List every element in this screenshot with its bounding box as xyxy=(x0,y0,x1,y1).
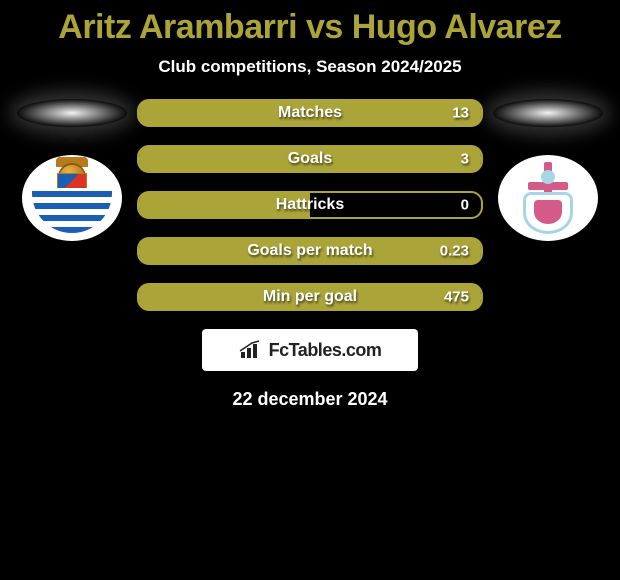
right-player-col xyxy=(493,99,603,241)
date-text: 22 december 2024 xyxy=(0,389,620,410)
stat-value: 13 xyxy=(452,105,469,122)
stat-row-matches: Matches 13 xyxy=(137,99,483,127)
stat-row-min-per-goal: Min per goal 475 xyxy=(137,283,483,311)
stat-value: 3 xyxy=(461,151,469,168)
real-sociedad-crest-icon xyxy=(32,163,112,233)
stat-row-goals-per-match: Goals per match 0.23 xyxy=(137,237,483,265)
stat-row-hattricks: Hattricks 0 xyxy=(137,191,483,219)
stats-list: Matches 13 Goals 3 Hattricks 0 Goals per… xyxy=(137,99,483,311)
team-crest-right xyxy=(498,155,598,241)
player-halo-right xyxy=(493,99,603,127)
bar-chart-icon xyxy=(239,340,265,360)
subtitle: Club competitions, Season 2024/2025 xyxy=(0,57,620,77)
brand-text: FcTables.com xyxy=(269,340,382,361)
stat-row-goals: Goals 3 xyxy=(137,145,483,173)
main-row: Matches 13 Goals 3 Hattricks 0 Goals per… xyxy=(0,99,620,311)
left-player-col xyxy=(17,99,127,241)
stat-label: Matches xyxy=(278,104,342,122)
team-crest-left xyxy=(22,155,122,241)
stat-value: 475 xyxy=(444,289,469,306)
celta-vigo-crest-icon xyxy=(515,162,581,234)
player-halo-left xyxy=(17,99,127,127)
stat-value: 0.23 xyxy=(440,243,469,260)
page-title: Aritz Arambarri vs Hugo Alvarez xyxy=(0,8,620,47)
brand-badge[interactable]: FcTables.com xyxy=(202,329,418,371)
stat-label: Goals per match xyxy=(247,242,372,260)
stat-label: Min per goal xyxy=(263,288,357,306)
stat-value: 0 xyxy=(461,197,469,214)
comparison-card: Aritz Arambarri vs Hugo Alvarez Club com… xyxy=(0,0,620,418)
stat-label: Goals xyxy=(288,150,332,168)
stat-label: Hattricks xyxy=(276,196,344,214)
